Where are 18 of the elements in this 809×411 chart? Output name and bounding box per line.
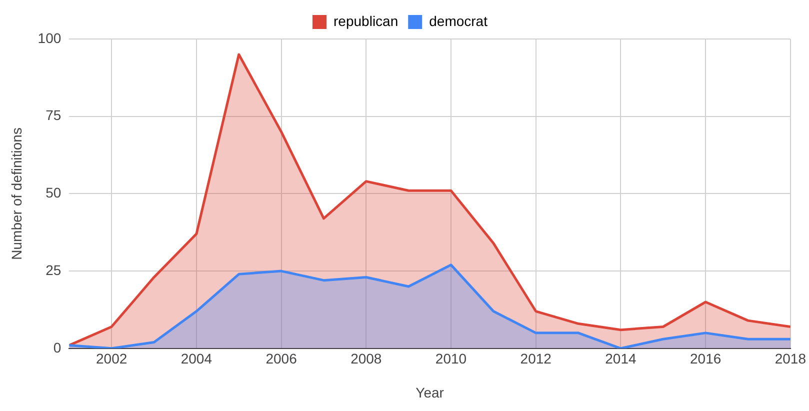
x-axis-title: Year: [416, 384, 444, 400]
x-tick-label: 2018: [774, 350, 806, 367]
x-tick-label: 2004: [180, 350, 212, 367]
y-tick-label: 75: [46, 107, 62, 124]
x-tick-label: 2014: [605, 350, 636, 367]
y-tick-label: 0: [53, 339, 62, 356]
x-tick-label: 2008: [350, 350, 382, 367]
y-tick-label: 25: [46, 262, 62, 278]
legend-label: republican: [334, 12, 398, 29]
x-tick-label: 2002: [96, 350, 128, 367]
x-tick-label: 2010: [435, 350, 467, 367]
legend-label: democrat: [429, 12, 488, 29]
x-tick-label: 2016: [690, 350, 722, 367]
y-tick-label: 100: [38, 30, 62, 46]
x-tick-label: 2012: [520, 350, 552, 367]
y-tick-label: 50: [46, 184, 62, 201]
y-axis-title: Number of definitions: [8, 128, 24, 260]
x-tick-label: 2006: [266, 350, 298, 367]
